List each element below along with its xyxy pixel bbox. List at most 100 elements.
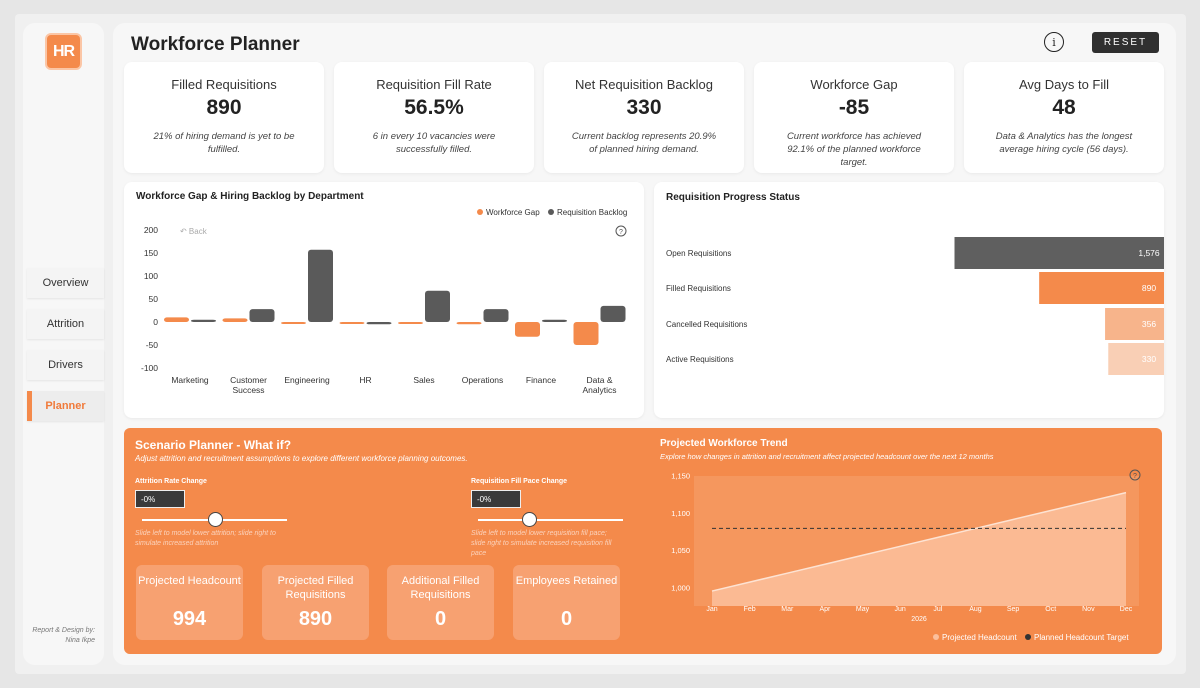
x-tick-label: Marketing (171, 375, 209, 385)
x-tick-label: Feb (744, 606, 756, 613)
funnel-bar (954, 237, 1164, 269)
bar-workforce-gap (573, 322, 599, 345)
kpi-value: 890 (206, 96, 242, 119)
legend-workforce-gap: Workforce Gap (486, 208, 540, 217)
main-panel: Workforce Planner i RESET Filled Requisi… (113, 23, 1176, 665)
stat-label: Employees Retained (515, 575, 618, 587)
legend-planned-target: Planned Headcount Target (1034, 633, 1129, 642)
fill-pace-slider-thumb[interactable] (521, 512, 537, 527)
y-tick-label: 200 (144, 225, 158, 235)
stat-value: 890 (298, 608, 333, 630)
kpi-title: Workforce Gap (810, 77, 898, 92)
back-label: ↶ Back (179, 227, 208, 236)
stat-projected-headcount: Projected Headcount 994 (136, 565, 243, 640)
bar-requisition-backlog (600, 305, 626, 322)
y-tick-label: -100 (141, 363, 158, 373)
funnel-value-label: 330 (1142, 354, 1156, 364)
x-tick-label: Dec (1120, 606, 1133, 613)
nav-drivers[interactable]: Drivers (27, 350, 104, 380)
bar-workforce-gap (164, 317, 189, 322)
bar-requisition-backlog (366, 322, 392, 325)
legend-projected-headcount: Projected Headcount (942, 633, 1017, 642)
bar-workforce-gap (339, 322, 365, 324)
attrition-change-value[interactable]: -0% (135, 490, 185, 508)
nav-attrition[interactable]: Attrition (27, 309, 104, 339)
page-title: Workforce Planner (131, 34, 300, 55)
credit-line-2: Nina Ikpe (65, 637, 95, 644)
kpi-card-workforce-gap: Workforce Gap -85 Current workforce has … (754, 62, 954, 173)
x-tick-label: Oct (1045, 606, 1056, 613)
legend-requisition-backlog: Requisition Backlog (557, 208, 627, 217)
stat-value: 0 (560, 608, 573, 630)
y-tick-label: 1,000 (671, 583, 690, 592)
stat-value: 0 (434, 608, 447, 630)
y-tick-label: 1,100 (671, 509, 690, 518)
stat-value: 994 (172, 608, 207, 630)
x-tick-label: Mar (781, 606, 794, 613)
funnel-bar (1108, 343, 1164, 375)
bar-requisition-backlog (308, 249, 333, 322)
help-icon-glyph: ? (619, 229, 623, 236)
nav-overview[interactable]: Overview (27, 268, 104, 298)
funnel-category-label: Active Requisitions (666, 355, 734, 364)
bar-workforce-gap (515, 322, 540, 337)
legend-marker-planned-target (1025, 634, 1031, 640)
fill-pace-change-value[interactable]: -0% (471, 490, 521, 508)
funnel-value-label: 1,576 (1138, 248, 1160, 258)
kpi-card-backlog: Net Requisition Backlog 330 Current back… (544, 62, 744, 173)
scenario-title: Scenario Planner - What if? (135, 438, 292, 452)
stat-additional-filled: Additional Filled Requisitions 0 (387, 565, 494, 640)
funnel-value-label: 356 (1142, 319, 1156, 329)
x-tick-label: Sep (1007, 606, 1020, 613)
y-tick-label: 100 (144, 271, 158, 281)
legend-marker-requisition-backlog (548, 209, 554, 215)
y-tick-label: -50 (146, 340, 159, 350)
y-tick-label: 1,150 (671, 471, 690, 480)
kpi-card-fill-rate: Requisition Fill Rate 56.5% 6 in every 1… (334, 62, 534, 173)
x-tick-label: Finance (526, 375, 557, 385)
x-tick-label: Customer (230, 375, 267, 385)
kpi-title: Avg Days to Fill (1018, 77, 1110, 92)
nav-planner[interactable]: Planner (27, 391, 104, 421)
fill-pace-slider-track[interactable] (478, 519, 623, 521)
kpi-value: 330 (626, 96, 662, 119)
x-tick-label: Engineering (284, 375, 330, 385)
kpi-card-days-to-fill: Avg Days to Fill 48 Data & Analytics has… (964, 62, 1164, 173)
bar-workforce-gap (281, 322, 306, 324)
department-chart: 200 150 100 50 0 -50 -100 ↶ Back ? Workforce Gap R… (141, 208, 627, 395)
x-tick-label: Operations (462, 375, 504, 385)
x-tick-label: Analytics (582, 385, 616, 395)
bar-requisition-backlog (249, 309, 275, 322)
y-tick-label: 0 (153, 317, 158, 327)
hr-logo: HR (45, 33, 82, 70)
trend-title: Projected Workforce Trend (660, 438, 788, 449)
department-chart-title: Workforce Gap & Hiring Backlog by Depart… (136, 191, 364, 202)
legend-marker-projected-headcount (933, 634, 939, 640)
y-tick-label: 150 (144, 248, 158, 258)
kpi-description: 6 in every 10 vacancies were successfull… (372, 131, 496, 155)
stat-employees-retained: Employees Retained 0 (513, 565, 620, 640)
help-icon (615, 225, 627, 237)
stat-label: Additional Filled Requisitions (401, 575, 480, 601)
scenario-planner: Scenario Planner - What if? Adjust attri… (124, 428, 1162, 654)
info-icon[interactable]: i (1044, 32, 1064, 52)
attrition-slider-thumb[interactable] (207, 512, 223, 527)
x-tick-label: Success (232, 385, 264, 395)
x-tick-label: Apr (819, 606, 831, 613)
funnel-bar (1105, 308, 1164, 340)
x-tick-label: May (856, 606, 870, 613)
bar-workforce-gap (398, 322, 423, 324)
trend-subtitle: Explore how changes in attrition and rec… (660, 452, 994, 461)
fill-pace-change-label: Requisition Fill Pace Change (471, 478, 568, 485)
x-tick-label: Data & (587, 375, 613, 385)
y-tick-label: 1,050 (671, 546, 690, 555)
kpi-description: Current workforce has achieved 92.1% of … (786, 131, 922, 168)
attrition-slider-help: Slide left to model lower attrition; sli… (135, 530, 276, 547)
funnel-category-label: Filled Requisitions (666, 284, 731, 293)
funnel-category-label: Cancelled Requisitions (666, 320, 747, 329)
kpi-title: Filled Requisitions (171, 77, 277, 92)
y-tick-label: 50 (149, 294, 159, 304)
kpi-title: Net Requisition Backlog (574, 77, 714, 92)
reset-button[interactable]: RESET (1092, 32, 1159, 53)
kpi-value: 56.5% (404, 96, 464, 119)
